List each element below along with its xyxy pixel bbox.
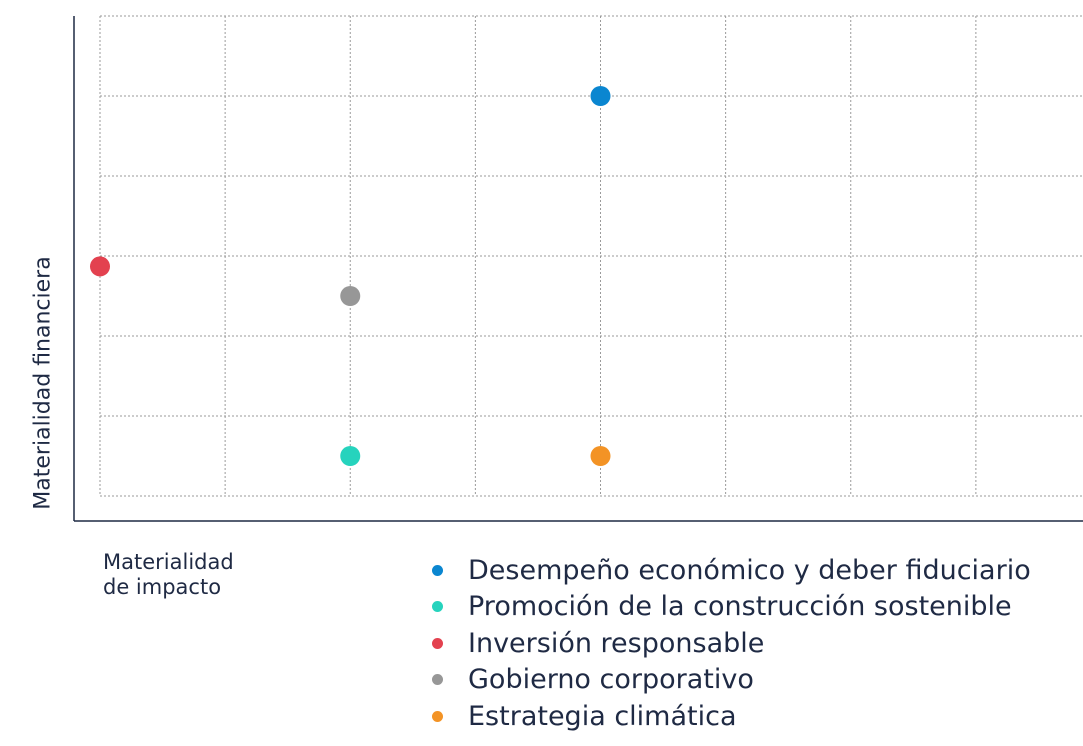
legend: Desempeño económico y deber fiduciario P… — [432, 552, 1031, 735]
legend-item: Desempeño económico y deber fiduciario — [432, 552, 1031, 589]
legend-item: Promoción de la construcción sostenible — [432, 589, 1031, 626]
y-axis-label: Materialidad financiera — [30, 256, 56, 510]
data-point — [340, 446, 361, 466]
legend-marker — [432, 710, 443, 722]
x-axis-label: Materialidad de impacto — [103, 550, 303, 600]
data-point — [590, 86, 611, 106]
legend-marker — [432, 674, 443, 686]
grid — [99, 15, 1083, 497]
legend-label: Desempeño económico y deber fiduciario — [468, 554, 1031, 586]
x-axis-label-line-2: de impacto — [103, 575, 222, 599]
legend-marker — [432, 601, 443, 613]
legend-item: Gobierno corporativo — [432, 662, 1031, 699]
legend-marker — [432, 564, 443, 576]
legend-item: Inversión responsable — [432, 625, 1031, 662]
legend-item: Estrategia climática — [432, 698, 1031, 735]
data-point — [590, 446, 611, 466]
data-point — [340, 286, 361, 306]
legend-label: Promoción de la construcción sostenible — [468, 591, 1012, 623]
legend-label: Gobierno corporativo — [468, 664, 754, 696]
data-point — [90, 256, 110, 277]
legend-label: Estrategia climática — [468, 700, 737, 732]
data-points — [90, 86, 611, 466]
x-axis-label-line-1: Materialidad — [103, 550, 234, 574]
legend-marker — [432, 637, 443, 649]
legend-label: Inversión responsable — [468, 627, 765, 659]
